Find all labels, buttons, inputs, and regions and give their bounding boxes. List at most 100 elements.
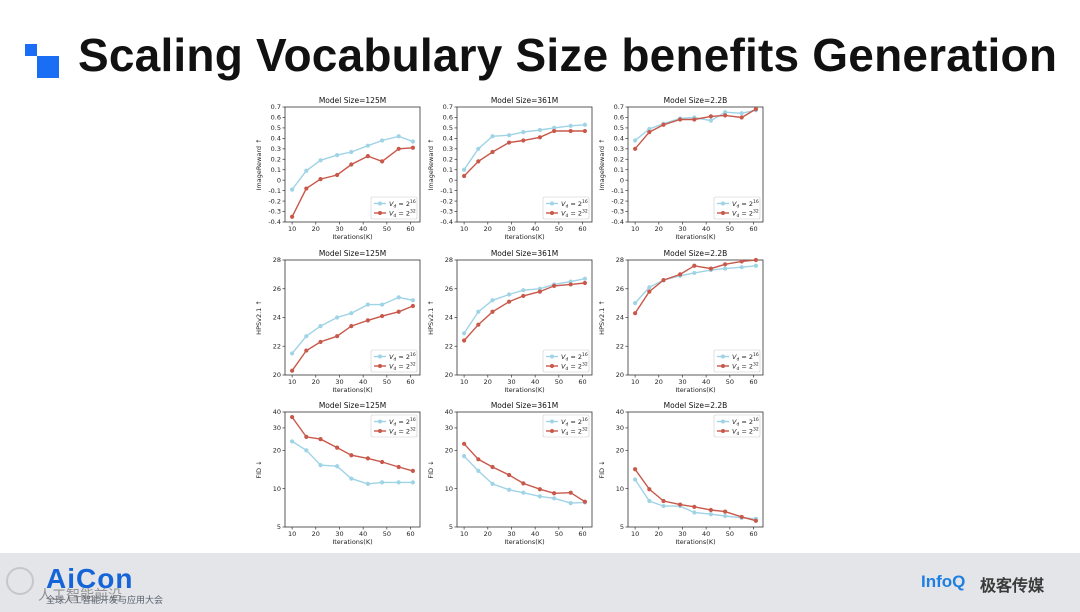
data-point-v32: [537, 487, 542, 492]
y-tick-label: 0.2: [271, 155, 281, 163]
data-point-v16: [507, 292, 512, 297]
aicon-logo: AiCon: [46, 563, 134, 594]
data-point-v32: [410, 145, 415, 150]
y-tick-label: -0.4: [440, 218, 453, 226]
y-tick-label: 28: [273, 256, 281, 264]
x-tick-label: 50: [383, 225, 391, 233]
data-point-v32: [521, 481, 526, 486]
data-point-v16: [304, 334, 309, 339]
data-point-v16: [290, 187, 295, 192]
data-point-v16: [462, 331, 467, 336]
data-point-v16: [521, 490, 526, 495]
chart-title: Model Size=361M: [491, 401, 558, 410]
y-tick-label: 30: [273, 424, 281, 432]
data-point-v16: [349, 476, 354, 481]
y-tick-label: 30: [616, 424, 624, 432]
chart-panel: Model Size=361M 10 20 30 40 50 60 Iterations(K)…: [427, 249, 593, 394]
data-point-v32: [396, 146, 401, 151]
y-tick-label: 20: [616, 371, 624, 379]
data-point-v32: [318, 437, 323, 442]
data-point-v32: [290, 214, 295, 219]
chart-title: Model Size=361M: [491, 96, 558, 105]
x-tick-label: 40: [702, 530, 710, 538]
chart-title: Model Size=2.2B: [664, 249, 728, 258]
x-axis-label: Iterations(K): [504, 538, 544, 546]
data-point-v16: [335, 315, 340, 320]
data-point-v32: [739, 514, 744, 520]
chart-panel: Model Size=2.2B 10 20 30 40 50 60 Iterations(K)…: [598, 249, 764, 394]
y-tick-label: 20: [273, 371, 281, 379]
y-tick-label: -0.2: [268, 197, 281, 205]
data-point-v16: [633, 138, 638, 143]
y-tick-label: 22: [616, 342, 624, 350]
legend-label: Vd = 216: [561, 417, 588, 428]
data-point-v16: [380, 138, 385, 143]
data-point-v16: [304, 448, 309, 453]
data-point-v32: [335, 172, 340, 178]
x-tick-label: 30: [507, 530, 515, 538]
y-tick-label: -0.2: [611, 197, 624, 205]
x-tick-label: 40: [531, 225, 539, 233]
data-point-v32: [304, 348, 309, 353]
y-tick-label: 5: [620, 523, 624, 531]
y-axis-label: HPSv2.1 ↑: [255, 300, 263, 335]
data-point-v16: [723, 266, 728, 271]
data-point-v16: [476, 468, 481, 473]
data-point-v32: [723, 262, 728, 267]
y-tick-label: 26: [616, 285, 624, 293]
data-point-v16: [582, 276, 587, 281]
data-point-v32: [490, 309, 495, 314]
data-point-v16: [365, 143, 370, 148]
data-point-v32: [678, 272, 683, 277]
chart-title: Model Size=361M: [491, 249, 558, 258]
x-tick-label: 60: [578, 225, 586, 233]
x-tick-label: 10: [460, 530, 468, 538]
x-tick-label: 40: [531, 530, 539, 538]
infoq-suffix: 极客传媒: [980, 578, 1045, 595]
y-axis-label: ImageReward ↑: [427, 138, 435, 190]
y-tick-label: 0.3: [443, 145, 453, 153]
y-tick-label: -0.4: [268, 218, 281, 226]
data-point-v16: [410, 480, 415, 485]
data-point-v16: [318, 158, 323, 163]
legend-label: Vd = 232: [389, 208, 416, 219]
slide-title: Scaling Vocabulary Size benefits Generat…: [78, 29, 1058, 81]
data-point-v16: [410, 298, 415, 303]
y-tick-label: 0.2: [614, 155, 624, 163]
data-point-v32: [633, 311, 638, 316]
y-tick-label: 24: [616, 314, 624, 322]
data-point-v32: [476, 457, 481, 462]
data-point-v32: [349, 453, 354, 458]
x-tick-label: 50: [726, 378, 734, 386]
chart-title: Model Size=125M: [319, 96, 386, 105]
y-axis-label: FID ↓: [598, 460, 606, 478]
x-tick-label: 20: [655, 530, 663, 538]
x-tick-label: 30: [678, 225, 686, 233]
y-tick-label: 5: [449, 523, 453, 531]
data-point-v16: [647, 285, 652, 290]
data-point-v32: [723, 113, 728, 118]
x-tick-label: 40: [531, 378, 539, 386]
data-point-v16: [318, 324, 323, 329]
x-tick-label: 60: [406, 225, 414, 233]
x-tick-label: 60: [749, 530, 757, 538]
x-axis-label: Iterations(K): [332, 233, 372, 241]
data-point-v32: [410, 468, 415, 473]
data-point-v16: [365, 302, 370, 307]
x-tick-label: 10: [631, 225, 639, 233]
data-point-v16: [396, 134, 401, 139]
y-axis-label: ImageReward ↑: [598, 138, 606, 190]
y-tick-label: -0.4: [611, 218, 624, 226]
data-point-v32: [678, 117, 683, 122]
y-tick-label: 0.4: [614, 135, 624, 143]
y-tick-label: 0.3: [271, 145, 281, 153]
y-tick-label: 0.1: [614, 166, 624, 174]
y-tick-label: -0.1: [440, 187, 453, 195]
data-point-v32: [462, 338, 467, 343]
data-point-v16: [739, 265, 744, 270]
chart-panel: Model Size=125M 10 20 30 40 50 60 Iterations(K)…: [255, 249, 421, 394]
